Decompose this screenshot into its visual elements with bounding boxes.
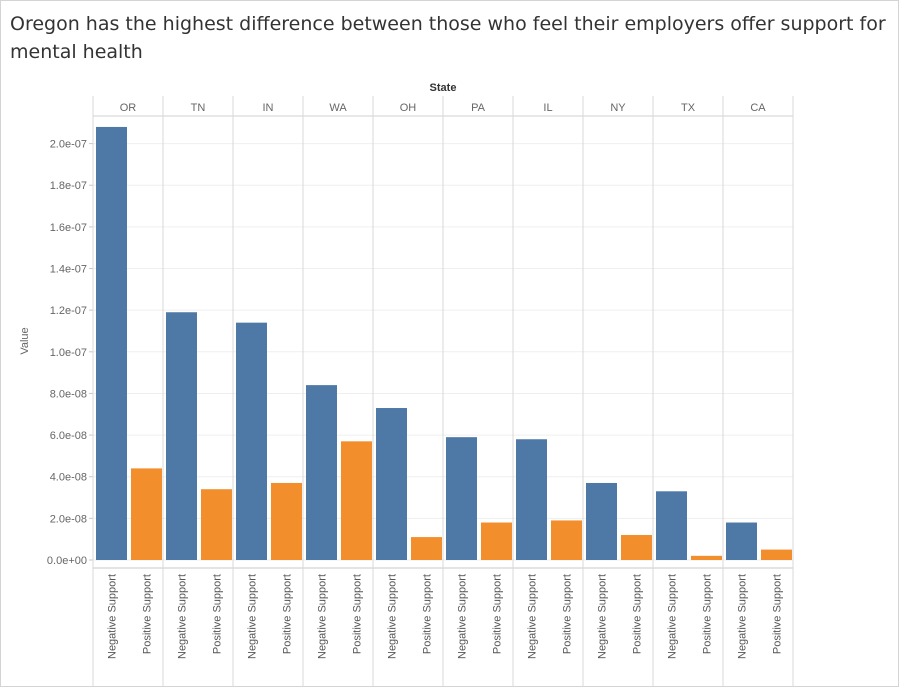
bar — [761, 549, 792, 560]
category-header: IN — [263, 102, 274, 114]
x-sub-label: Negative Support — [667, 574, 679, 659]
x-sub-label: Negative Support — [107, 574, 119, 659]
x-sub-label: Positive Support — [772, 574, 784, 654]
bar — [96, 126, 127, 560]
bar — [551, 520, 582, 560]
x-sub-label: Positive Support — [142, 574, 154, 654]
category-header: TN — [191, 102, 206, 114]
x-sub-label: Positive Support — [492, 574, 504, 654]
column-header-title: State — [430, 82, 457, 94]
bar — [691, 555, 722, 560]
y-tick-label: 2.0e-08 — [50, 513, 87, 525]
x-sub-label: Negative Support — [387, 574, 399, 659]
x-sub-label: Positive Support — [422, 574, 434, 654]
bar — [341, 441, 372, 560]
category-header: IL — [543, 102, 552, 114]
bar — [726, 522, 757, 560]
y-tick-label: 0.0e+00 — [47, 555, 87, 567]
bar — [271, 482, 302, 560]
bar — [656, 491, 687, 560]
chart-title: Oregon has the highest difference betwee… — [10, 13, 886, 63]
bar — [481, 522, 512, 560]
bar — [586, 482, 617, 560]
x-sub-label: Negative Support — [597, 574, 609, 659]
category-header: TX — [681, 102, 696, 114]
bar — [131, 468, 162, 560]
x-sub-label: Negative Support — [737, 574, 749, 659]
category-header: OH — [400, 102, 417, 114]
x-sub-label: Positive Support — [702, 574, 714, 654]
x-sub-label: Negative Support — [247, 574, 259, 659]
x-sub-label: Positive Support — [632, 574, 644, 654]
bar — [376, 408, 407, 560]
x-sub-label: Negative Support — [317, 574, 329, 659]
category-header: WA — [329, 102, 347, 114]
y-tick-label: 1.6e-07 — [50, 222, 87, 234]
x-sub-label: Negative Support — [457, 574, 469, 659]
bar — [201, 489, 232, 560]
x-sub-label: Positive Support — [562, 574, 574, 654]
category-header: NY — [610, 102, 626, 114]
bar — [621, 535, 652, 560]
bar — [166, 312, 197, 560]
x-sub-label: Positive Support — [352, 574, 364, 654]
bar — [411, 537, 442, 560]
x-sub-label: Positive Support — [212, 574, 224, 654]
bar — [446, 437, 477, 560]
y-tick-label: 1.8e-07 — [50, 180, 87, 192]
x-sub-label: Negative Support — [527, 574, 539, 659]
category-header: PA — [471, 102, 486, 114]
y-tick-label: 4.0e-08 — [50, 472, 87, 484]
x-sub-label: Negative Support — [177, 574, 189, 659]
bar — [516, 439, 547, 560]
category-header: CA — [750, 102, 766, 114]
y-tick-label: 8.0e-08 — [50, 388, 87, 400]
y-tick-label: 1.4e-07 — [50, 264, 87, 276]
y-tick-label: 6.0e-08 — [50, 430, 87, 442]
bar — [306, 385, 337, 560]
x-sub-label: Positive Support — [282, 574, 294, 654]
y-tick-label: 1.2e-07 — [50, 305, 87, 317]
y-tick-label: 2.0e-07 — [50, 139, 87, 151]
bar — [236, 322, 267, 560]
category-header: OR — [120, 102, 137, 114]
y-tick-label: 1.0e-07 — [50, 347, 87, 359]
y-axis-title: Value — [19, 327, 31, 354]
